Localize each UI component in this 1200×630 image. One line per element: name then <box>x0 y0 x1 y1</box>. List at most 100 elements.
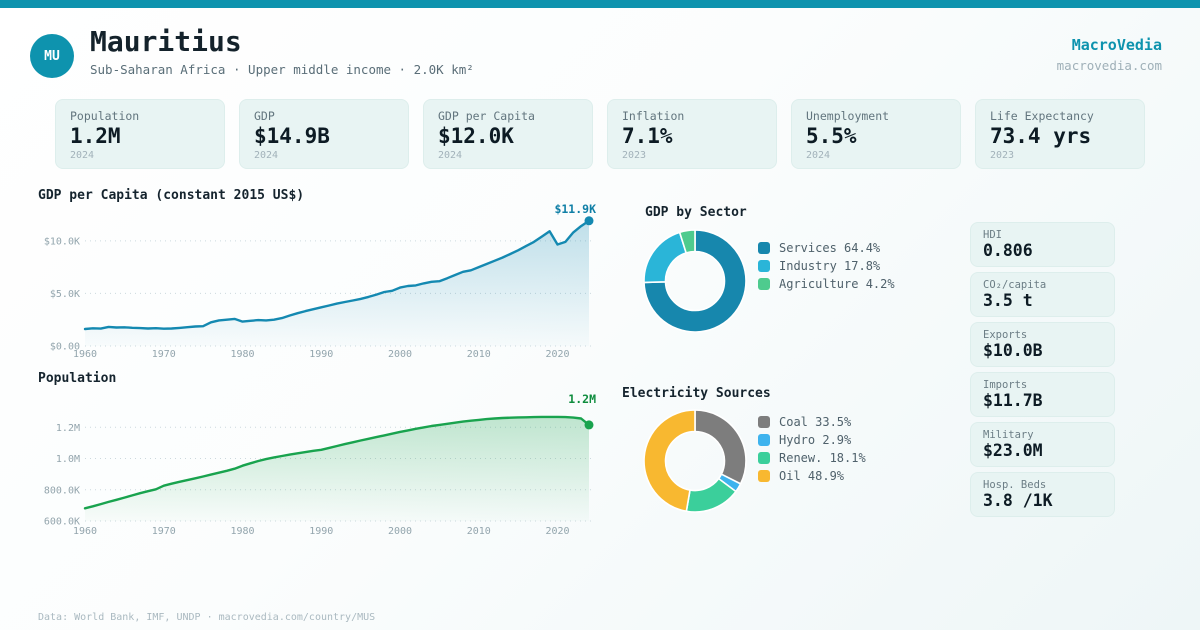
gdp-sector-title: GDP by Sector <box>645 205 747 220</box>
brand-name: MacroVedia <box>1071 36 1162 54</box>
svg-text:1990: 1990 <box>309 349 333 360</box>
brand-url: macrovedia.com <box>1056 58 1162 73</box>
stat-card-population: Population 1.2M 2024 <box>55 99 225 169</box>
stat-value: $12.0K <box>438 124 514 149</box>
side-card-hdi: HDI 0.806 <box>970 222 1115 267</box>
stat-year: 2024 <box>70 149 95 161</box>
stat-label: Life Expectancy <box>990 109 1094 123</box>
page-title: Mauritius <box>90 25 242 58</box>
legend-item-industry: Industry 17.8% <box>758 260 895 272</box>
svg-text:2020: 2020 <box>545 349 569 360</box>
stat-label: Unemployment <box>806 109 890 123</box>
stat-label: Population <box>70 109 140 123</box>
stat-card-life-expectancy: Life Expectancy 73.4 yrs 2023 <box>975 99 1145 169</box>
side-card-co2: CO₂/capita 3.5 t <box>970 272 1115 317</box>
stat-value: $14.9B <box>254 124 330 149</box>
side-label: Military <box>983 428 1034 441</box>
gdp-chart-title: GDP per Capita (constant 2015 US$) <box>38 188 305 203</box>
top-accent-bar <box>0 0 1200 8</box>
svg-text:$10.0K: $10.0K <box>44 236 80 247</box>
legend-label: Agriculture 4.2% <box>779 277 895 291</box>
stat-year: 2024 <box>806 149 831 161</box>
legend-item-renewables: Renew. 18.1% <box>758 452 866 464</box>
legend-label: Coal 33.5% <box>779 415 852 429</box>
country-subtitle: Sub-Saharan Africa · Upper middle income… <box>90 62 474 77</box>
electricity-title: Electricity Sources <box>622 386 771 401</box>
svg-text:$11.9K: $11.9K <box>554 202 596 216</box>
stat-year: 2024 <box>254 149 279 161</box>
stat-label: GDP per Capita <box>438 109 535 123</box>
svg-text:600.0K: 600.0K <box>44 517 80 528</box>
side-value: $10.0B <box>983 341 1043 361</box>
svg-text:1970: 1970 <box>152 526 176 537</box>
svg-text:1960: 1960 <box>73 349 97 360</box>
svg-text:800.0K: 800.0K <box>44 485 80 496</box>
svg-text:1.2M: 1.2M <box>568 392 596 406</box>
stat-label: GDP <box>254 109 275 123</box>
electricity-donut <box>643 409 747 513</box>
side-card-military: Military $23.0M <box>970 422 1115 467</box>
stat-card-gdp-per-capita: GDP per Capita $12.0K 2024 <box>423 99 593 169</box>
coal-swatch <box>758 416 770 428</box>
svg-text:1.2M: 1.2M <box>56 423 80 434</box>
side-card-imports: Imports $11.7B <box>970 372 1115 417</box>
stat-year: 2023 <box>990 149 1015 161</box>
side-label: Hosp. Beds <box>983 478 1047 491</box>
legend-label: Oil 48.9% <box>779 469 845 483</box>
stat-card-inflation: Inflation 7.1% 2023 <box>607 99 777 169</box>
svg-text:2010: 2010 <box>467 526 491 537</box>
stat-card-row: Population 1.2M 2024 GDP $14.9B 2024 GDP… <box>55 99 1145 169</box>
svg-text:2000: 2000 <box>388 526 412 537</box>
legend-item-oil: Oil 48.9% <box>758 470 866 482</box>
services-swatch <box>758 242 770 254</box>
svg-text:2020: 2020 <box>545 526 569 537</box>
legend-item-agriculture: Agriculture 4.2% <box>758 278 895 290</box>
data-source-footer: Data: World Bank, IMF, UNDP · macrovedia… <box>38 612 376 623</box>
svg-text:2000: 2000 <box>388 349 412 360</box>
side-label: Imports <box>983 378 1028 391</box>
svg-text:$0.00: $0.00 <box>50 342 80 353</box>
hydro-swatch <box>758 434 770 446</box>
side-label: Exports <box>983 328 1028 341</box>
svg-text:1980: 1980 <box>230 526 254 537</box>
stat-year: 2024 <box>438 149 463 161</box>
side-value: 3.8 /1K <box>983 491 1053 511</box>
legend-item-coal: Coal 33.5% <box>758 416 866 428</box>
legend-label: Renew. 18.1% <box>779 451 866 465</box>
population-chart: 600.0K 800.0K 1.0M 1.2M 1960 1970 1980 1990 2000… <box>44 392 596 537</box>
renewables-swatch <box>758 452 770 464</box>
electricity-legend: Coal 33.5% Hydro 2.9% Renew. 18.1% Oil 4… <box>758 416 866 482</box>
side-value: $11.7B <box>983 391 1043 411</box>
gdp-sector-donut <box>643 229 747 333</box>
stat-value: 5.5% <box>806 124 857 149</box>
population-chart-title: Population <box>38 371 117 386</box>
industry-swatch <box>758 260 770 272</box>
side-label: HDI <box>983 228 1002 241</box>
legend-item-hydro: Hydro 2.9% <box>758 434 866 446</box>
side-card-hospital-beds: Hosp. Beds 3.8 /1K <box>970 472 1115 517</box>
side-value: 3.5 t <box>983 291 1033 311</box>
svg-text:2010: 2010 <box>467 349 491 360</box>
gdp-sector-legend: Services 64.4% Industry 17.8% Agricultur… <box>758 242 895 290</box>
stat-label: Inflation <box>622 109 685 123</box>
stat-card-gdp: GDP $14.9B 2024 <box>239 99 409 169</box>
legend-label: Services 64.4% <box>779 241 881 255</box>
svg-text:1970: 1970 <box>152 349 176 360</box>
svg-text:1980: 1980 <box>230 349 254 360</box>
side-label: CO₂/capita <box>983 278 1047 291</box>
svg-text:1990: 1990 <box>309 526 333 537</box>
side-metric-cards: HDI 0.806 CO₂/capita 3.5 t Exports $10.0… <box>970 222 1115 517</box>
svg-text:1960: 1960 <box>73 526 97 537</box>
legend-item-services: Services 64.4% <box>758 242 895 254</box>
svg-text:$5.0K: $5.0K <box>50 289 80 300</box>
stat-year: 2023 <box>622 149 647 161</box>
country-code-badge: MU <box>30 34 74 78</box>
svg-text:1.0M: 1.0M <box>56 454 80 465</box>
agriculture-swatch <box>758 278 770 290</box>
side-value: 0.806 <box>983 241 1033 261</box>
side-card-exports: Exports $10.0B <box>970 322 1115 367</box>
stat-card-unemployment: Unemployment 5.5% 2024 <box>791 99 961 169</box>
legend-label: Hydro 2.9% <box>779 433 852 447</box>
stat-value: 7.1% <box>622 124 673 149</box>
